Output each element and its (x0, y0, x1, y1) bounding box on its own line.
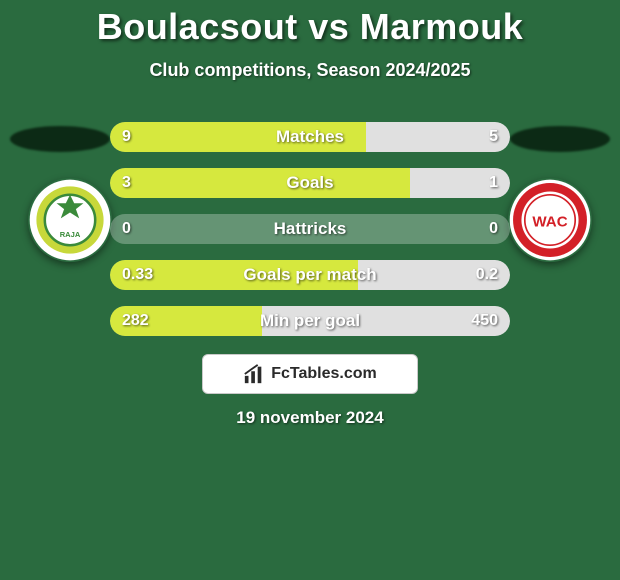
stat-value-left: 3 (122, 168, 131, 198)
stat-value-right: 1 (489, 168, 498, 198)
stat-label: Hattricks (110, 214, 510, 244)
stat-row: 95Matches (110, 122, 510, 152)
wydad-crest-icon: WAC (508, 178, 592, 262)
svg-text:RAJA: RAJA (60, 230, 81, 239)
page-subtitle: Club competitions, Season 2024/2025 (0, 60, 620, 81)
stat-value-right: 450 (471, 306, 498, 336)
svg-text:WAC: WAC (532, 214, 567, 231)
stat-value-right: 0.2 (476, 260, 498, 290)
stat-row: 31Goals (110, 168, 510, 198)
source-logo-text: FcTables.com (271, 365, 377, 383)
team-right-crest: WAC (508, 178, 592, 262)
crest-left-shadow (10, 126, 110, 152)
bar-chart-icon (243, 363, 265, 385)
footer-date: 19 november 2024 (0, 408, 620, 428)
stat-value-right: 0 (489, 214, 498, 244)
stat-fill-left (110, 168, 410, 198)
source-logo-box: FcTables.com (202, 354, 418, 394)
stats-area: 95Matches31Goals00Hattricks0.330.2Goals … (110, 122, 510, 352)
page-title: Boulacsout vs Marmouk (0, 0, 620, 48)
stat-row: 282450Min per goal (110, 306, 510, 336)
stat-fill-left (110, 122, 366, 152)
stat-row: 0.330.2Goals per match (110, 260, 510, 290)
crest-right-shadow (510, 126, 610, 152)
stat-value-left: 282 (122, 306, 149, 336)
stat-value-left: 0.33 (122, 260, 153, 290)
stat-row: 0 0Hattricks (110, 214, 510, 244)
stat-value-left: 0 (122, 214, 131, 244)
stat-value-left: 9 (122, 122, 131, 152)
team-left-crest: RAJA (28, 178, 112, 262)
raja-crest-icon: RAJA (28, 178, 112, 262)
stat-value-right: 5 (489, 122, 498, 152)
